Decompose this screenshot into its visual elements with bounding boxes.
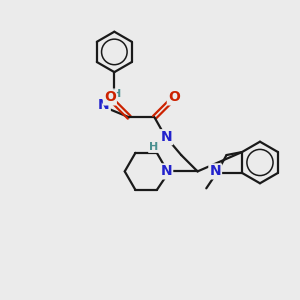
Text: O: O <box>104 90 116 104</box>
Text: N: N <box>160 130 172 144</box>
Text: N: N <box>209 164 221 178</box>
Text: O: O <box>168 90 180 104</box>
Text: N: N <box>98 98 110 112</box>
Text: N: N <box>160 164 172 178</box>
Text: H: H <box>112 89 121 99</box>
Text: H: H <box>149 142 158 152</box>
